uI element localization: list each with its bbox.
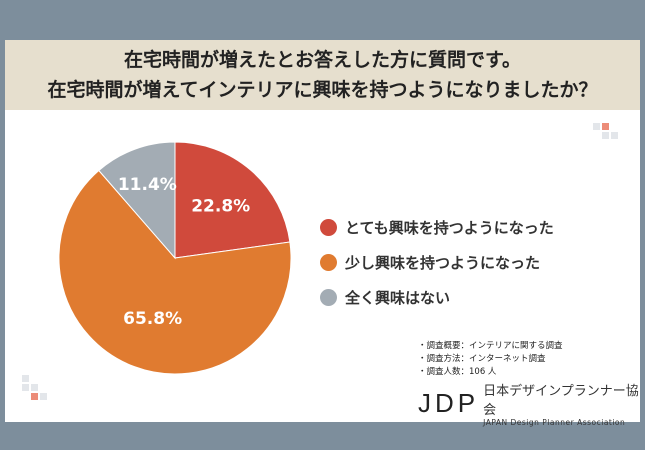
pie-slice bbox=[174, 141, 291, 259]
legend-item: 全く興味はない bbox=[320, 280, 554, 315]
question-line-2: 在宅時間が増えてインテリアに興味を持つようになりましたか？ bbox=[47, 79, 598, 101]
logo-mark: JDP bbox=[418, 388, 480, 418]
legend-label: 全く興味はない bbox=[345, 289, 451, 307]
note: ・調査人数：106 人 bbox=[418, 367, 497, 377]
pie-chart: 22.8% 65.8% 11.4% bbox=[58, 141, 292, 375]
legend: とても興味を持つようになった 少し興味を持つようになった 全く興味はない bbox=[320, 210, 554, 315]
slice-label: 65.8% bbox=[123, 309, 182, 329]
note: ・調査方法：インターネット調査 bbox=[418, 354, 546, 364]
org-name-jp: 日本デザインプランナー協会 bbox=[483, 384, 639, 418]
pie-slice bbox=[98, 141, 176, 260]
legend-label: 少し興味を持つようになった bbox=[345, 254, 541, 272]
question-header: 在宅時間が増えたとお答えした方に質問です。 在宅時間が増えてインテリアに興味を持… bbox=[5, 40, 640, 110]
legend-dot bbox=[320, 289, 337, 306]
question-line-1: 在宅時間が増えたとお答えした方に質問です。 bbox=[123, 49, 522, 71]
legend-dot bbox=[320, 219, 337, 236]
slice-label: 22.8% bbox=[191, 197, 250, 217]
legend-item: 少し興味を持つようになった bbox=[320, 245, 554, 280]
slice-label: 11.4% bbox=[118, 175, 177, 195]
infographic-card: 在宅時間が増えたとお答えした方に質問です。 在宅時間が増えてインテリアに興味を持… bbox=[5, 40, 640, 427]
org-name-en: JAPAN Design Planner Association bbox=[483, 418, 626, 427]
jdp-logo: JDP 日本デザインプランナー協会 JAPAN Design Planner A… bbox=[418, 380, 640, 427]
legend-dot bbox=[320, 254, 337, 271]
note: ・調査概要：インテリアに関する調査 bbox=[418, 341, 563, 351]
pie-slice bbox=[58, 169, 292, 375]
legend-label: とても興味を持つようになった bbox=[345, 219, 554, 237]
survey-notes: ・調査概要：インテリアに関する調査 ・調査方法：インターネット調査 ・調査人数：… bbox=[418, 340, 563, 379]
legend-item: とても興味を持つようになった bbox=[320, 210, 554, 245]
